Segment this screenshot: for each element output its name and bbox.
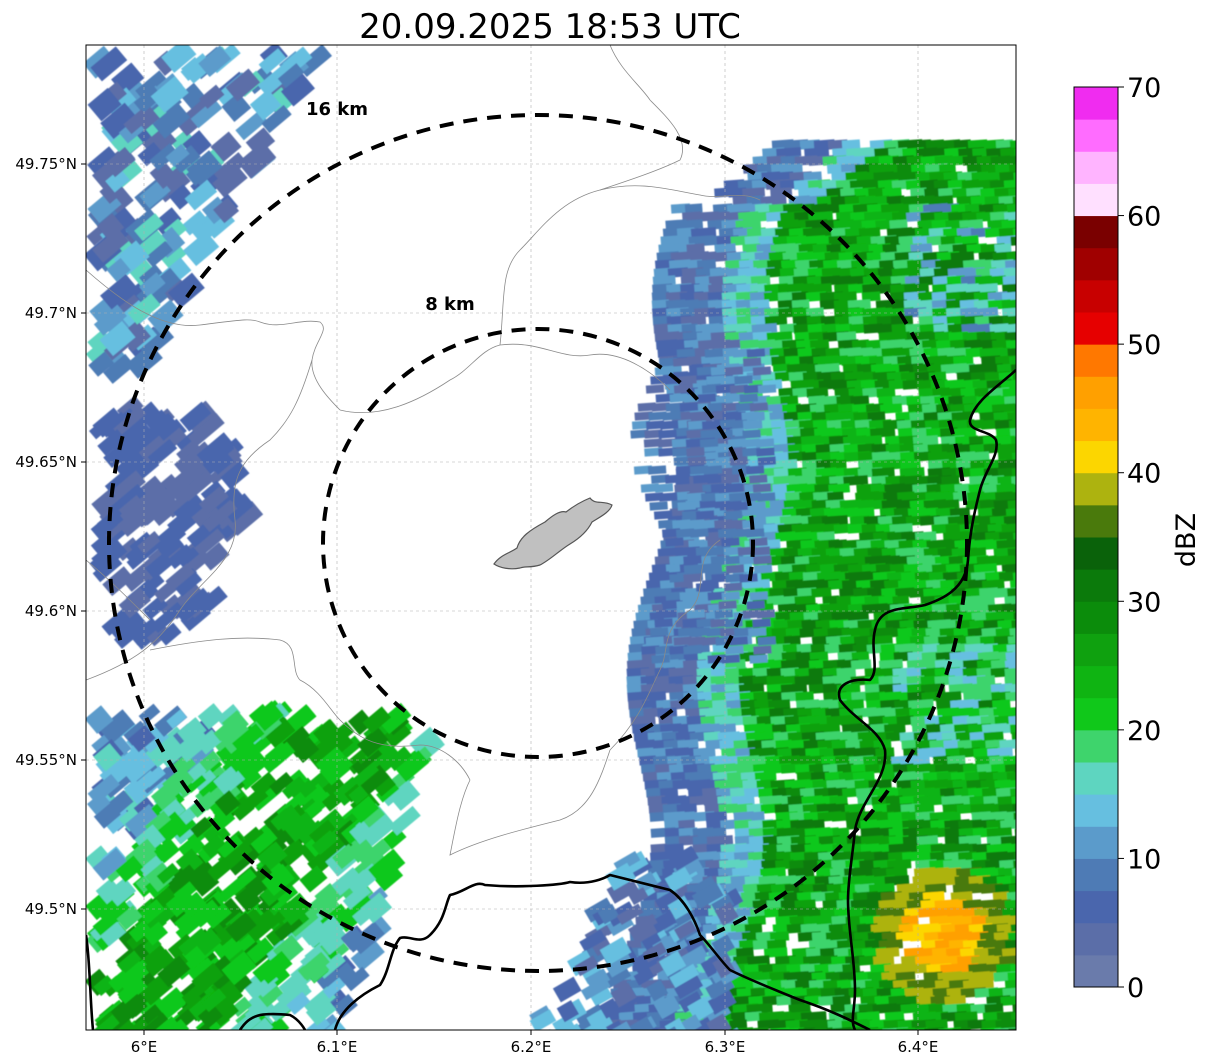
colorbar-swatch (1074, 697, 1118, 731)
colorbar-swatch (1074, 569, 1118, 602)
y-tick-label: 49.65°N (15, 453, 77, 471)
colorbar-tick-label: 70 (1127, 73, 1161, 104)
radar-echo-layer (86, 45, 1016, 1030)
map-title: 20.09.2025 18:53 UTC (359, 7, 741, 47)
colorbar-swatches (1074, 87, 1118, 988)
range-rings (107, 113, 969, 973)
colorbar-swatch (1074, 215, 1118, 249)
colorbar-ticks: 0 10 20 30 40 50 60 70 (1118, 73, 1161, 1004)
colorbar-tick-label: 40 (1127, 459, 1161, 490)
y-tick-label: 49.6°N (25, 602, 77, 620)
colorbar-swatch (1074, 279, 1118, 313)
national-border (86, 369, 1016, 1030)
x-tick-label: 6.2°E (511, 1038, 552, 1056)
colorbar-swatch (1074, 440, 1118, 474)
y-tick-label: 49.55°N (15, 751, 77, 769)
colorbar-label: dBZ (1171, 513, 1202, 567)
colorbar-swatch (1074, 344, 1118, 377)
colorbar-frame (1073, 86, 1119, 988)
x-tick-label: 6.4°E (898, 1038, 939, 1056)
x-tick-label: 6.1°E (317, 1038, 358, 1056)
y-tick-label: 49.5°N (25, 900, 77, 918)
colorbar-tick-label: 50 (1127, 330, 1161, 361)
city-area (493, 497, 613, 570)
admin-boundaries (86, 45, 761, 856)
colorbar-swatch (1074, 119, 1118, 152)
colorbar-swatch (1074, 183, 1118, 217)
colorbar-tick-label: 20 (1127, 716, 1161, 747)
colorbar-tick-label: 60 (1127, 202, 1161, 233)
colorbar-swatch (1074, 537, 1118, 570)
colorbar-tick-label: 0 (1127, 973, 1144, 1004)
colorbar-swatch (1074, 762, 1118, 795)
colorbar-swatch (1074, 826, 1118, 859)
colorbar-swatch (1074, 408, 1118, 442)
colorbar-swatch (1074, 247, 1118, 281)
range-ring-8km (321, 327, 755, 759)
colorbar-swatch (1074, 312, 1118, 345)
colorbar-swatch (1074, 376, 1118, 409)
colorbar-swatch (1074, 858, 1118, 892)
x-tick-label: 6°E (131, 1038, 158, 1056)
colorbar-swatch (1074, 954, 1118, 988)
map-area: 8 km 16 km (86, 45, 1016, 1030)
range-ring-label-16km: 16 km (306, 99, 368, 120)
range-ring-label-8km: 8 km (425, 294, 475, 315)
colorbar-swatch (1074, 151, 1118, 184)
colorbar-swatch (1074, 922, 1118, 956)
colorbar-swatch (1074, 633, 1118, 667)
y-tick-label: 49.75°N (15, 155, 77, 173)
colorbar-swatch (1074, 794, 1118, 827)
x-tick-label: 6.3°E (705, 1038, 746, 1056)
range-ring-16km (107, 113, 969, 973)
colorbar-swatch (1074, 504, 1118, 538)
y-axis: 49.75°N 49.7°N 49.65°N 49.6°N 49.55°N 49… (15, 155, 86, 918)
colorbar-swatch (1074, 472, 1118, 506)
colorbar-swatch (1074, 601, 1118, 634)
map-frame (85, 44, 1017, 1031)
colorbar-swatch (1074, 890, 1118, 924)
colorbar-swatch (1074, 665, 1118, 699)
colorbar-tick-label: 10 (1127, 844, 1161, 875)
y-tick-label: 49.7°N (25, 304, 77, 322)
colorbar-swatch (1074, 87, 1118, 120)
x-axis: 6°E 6.1°E 6.2°E 6.3°E 6.4°E (131, 1030, 939, 1056)
colorbar-tick-label: 30 (1127, 587, 1161, 618)
colorbar: 0 10 20 30 40 50 60 70 dBZ (1073, 73, 1202, 1004)
colorbar-swatch (1074, 729, 1118, 763)
